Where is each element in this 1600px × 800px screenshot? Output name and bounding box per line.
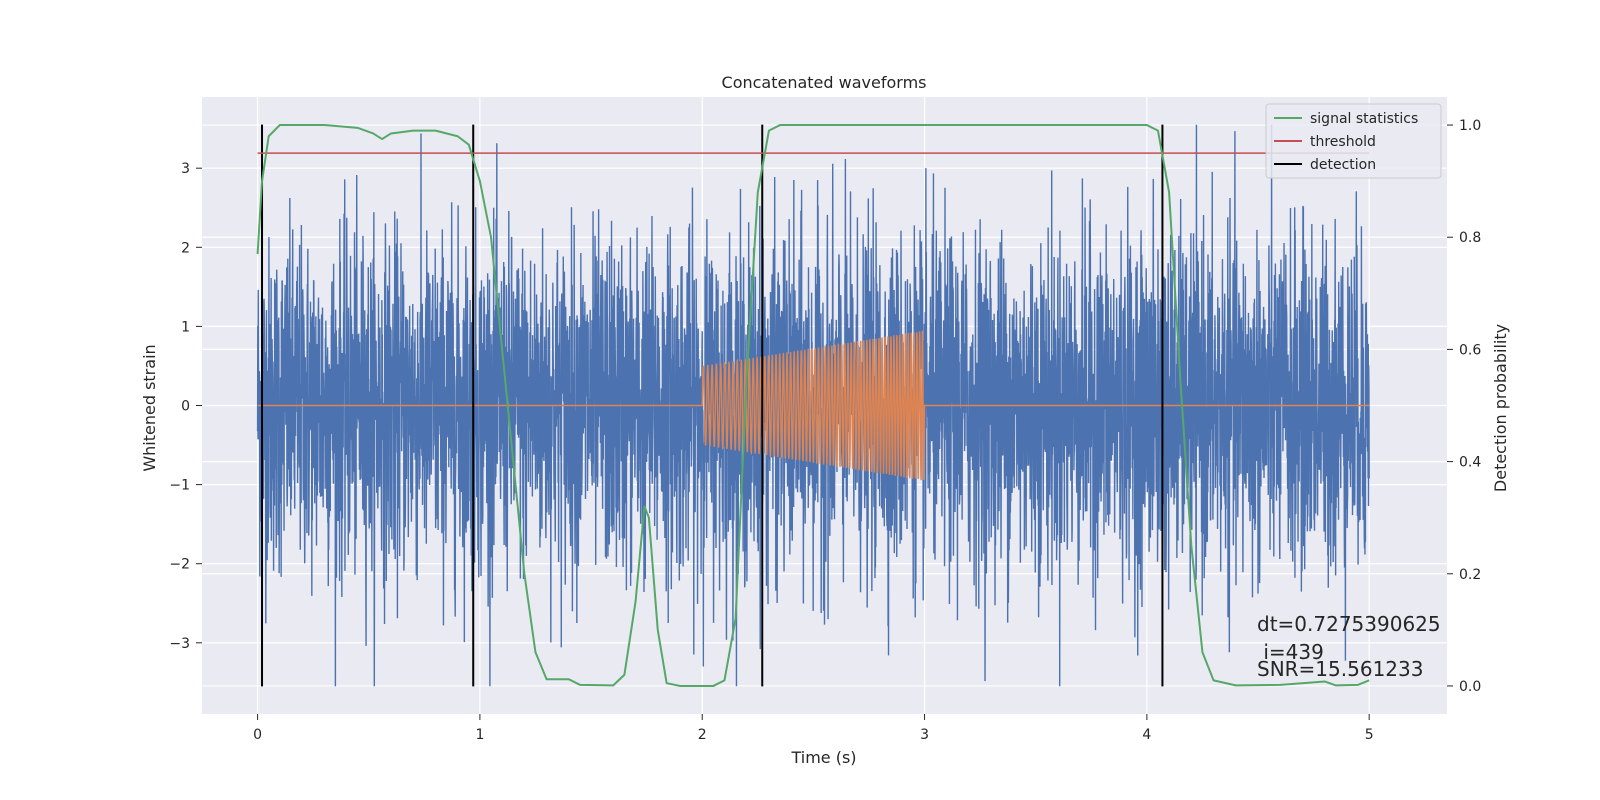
x-tick-label: 3: [920, 727, 929, 743]
x-tick-label: 5: [1365, 727, 1374, 743]
y-tick-label-right: 0.2: [1459, 567, 1481, 583]
x-axis-label: Time (s): [790, 748, 856, 767]
y-tick-label-left: 2: [181, 240, 190, 256]
y-axis-label-right: Detection probability: [1491, 324, 1510, 492]
y-tick-label-left: 1: [181, 319, 190, 335]
legend-label: threshold: [1310, 134, 1376, 150]
legend-label: signal statistics: [1310, 111, 1418, 127]
y-tick-label-right: 0.6: [1459, 342, 1481, 358]
legend-box: [1265, 103, 1442, 179]
y-tick-label-left: 0: [181, 399, 190, 415]
y-tick-label-right: 0.4: [1459, 455, 1481, 471]
y-tick-label-left: −1: [169, 478, 190, 494]
x-tick-label: 4: [1142, 727, 1151, 743]
y-tick-label-left: −3: [169, 636, 190, 652]
x-tick-label: 1: [475, 727, 484, 743]
chart-title: Concatenated waveforms: [722, 73, 927, 92]
x-tick-label: 0: [253, 727, 262, 743]
y-tick-label-right: 0.8: [1459, 230, 1481, 246]
signal-statistics-line: [256, 124, 1370, 687]
y-axis-label-left: Whitened strain: [140, 344, 159, 471]
injection-series-line: [257, 330, 1370, 481]
y-tick-label-right: 0.0: [1459, 679, 1481, 695]
y-tick-label-left: −2: [169, 557, 190, 573]
strain-series-line: [256, 124, 1370, 687]
y-tick-label-right: 1.0: [1459, 118, 1481, 134]
annotation-snr: SNR=15.561233: [1257, 657, 1423, 681]
x-tick-label: 2: [698, 727, 707, 743]
y-tick-label-left: 3: [181, 161, 190, 177]
annotation-dt: dt=0.7275390625: [1257, 612, 1441, 636]
annotation-i: i=439: [1257, 640, 1324, 664]
plot-area: 0 1 2 3 4 5 3 2 1 0 −1 −2 −3 1.0 0.8 0.6 0.4 0.2 0.0 signal…: [169, 97, 1481, 743]
legend-label: detection: [1310, 157, 1376, 173]
